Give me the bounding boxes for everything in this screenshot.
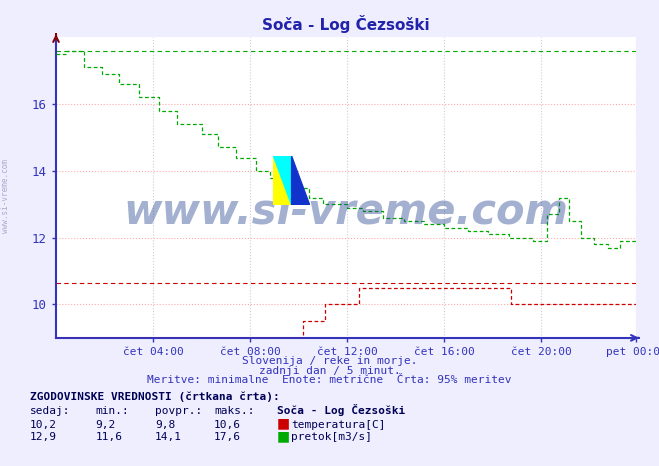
Text: 11,6: 11,6 — [96, 432, 123, 442]
Text: zadnji dan / 5 minut.: zadnji dan / 5 minut. — [258, 366, 401, 376]
Text: www.si-vreme.com: www.si-vreme.com — [1, 159, 10, 233]
Text: pretok[m3/s]: pretok[m3/s] — [291, 432, 372, 442]
Text: Meritve: minimalne  Enote: metrične  Črta: 95% meritev: Meritve: minimalne Enote: metrične Črta:… — [147, 375, 512, 385]
Text: 10,6: 10,6 — [214, 420, 241, 430]
Text: www.si-vreme.com: www.si-vreme.com — [123, 191, 569, 233]
Text: 12,9: 12,9 — [30, 432, 57, 442]
Text: Soča - Log Čezsoški: Soča - Log Čezsoški — [277, 404, 405, 416]
Text: ■: ■ — [277, 416, 290, 430]
Text: maks.:: maks.: — [214, 406, 254, 416]
Text: 9,2: 9,2 — [96, 420, 116, 430]
Text: temperatura[C]: temperatura[C] — [291, 420, 386, 430]
Text: 14,1: 14,1 — [155, 432, 182, 442]
Text: sedaj:: sedaj: — [30, 406, 70, 416]
Polygon shape — [273, 156, 291, 205]
Text: povpr.:: povpr.: — [155, 406, 202, 416]
Text: 9,8: 9,8 — [155, 420, 175, 430]
Text: ■: ■ — [277, 429, 290, 443]
Text: 17,6: 17,6 — [214, 432, 241, 442]
Text: Slovenija / reke in morje.: Slovenija / reke in morje. — [242, 356, 417, 366]
Polygon shape — [273, 156, 291, 205]
Text: min.:: min.: — [96, 406, 129, 416]
Text: 10,2: 10,2 — [30, 420, 57, 430]
Title: Soča - Log Čezsoški: Soča - Log Čezsoški — [262, 15, 430, 34]
Polygon shape — [291, 156, 310, 205]
Text: ZGODOVINSKE VREDNOSTI (črtkana črta):: ZGODOVINSKE VREDNOSTI (črtkana črta): — [30, 391, 279, 402]
